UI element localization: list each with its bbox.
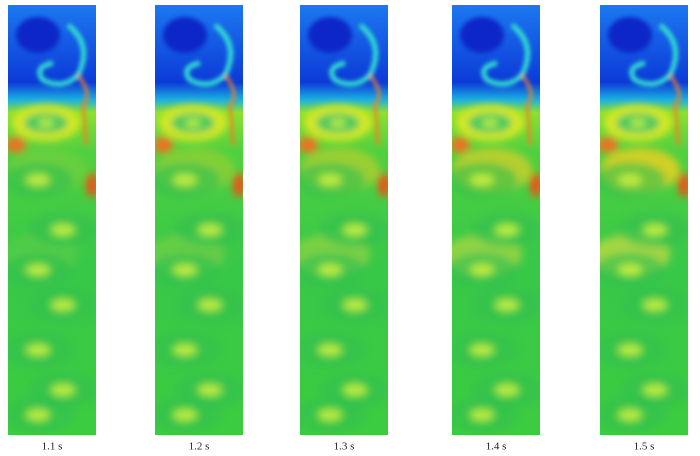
hot-spot xyxy=(452,137,470,153)
cell-core xyxy=(173,344,197,356)
swirl xyxy=(308,17,381,146)
cell-core xyxy=(618,264,642,276)
time-label: 1.5 s xyxy=(634,441,655,453)
swirl-tail xyxy=(520,74,533,146)
hot-spot xyxy=(155,137,173,153)
swirl-tail xyxy=(76,74,89,146)
time-label: 1.3 s xyxy=(334,441,355,453)
hot-spot xyxy=(378,173,388,197)
time-label: 1.4 s xyxy=(486,441,507,453)
panel-content xyxy=(452,5,540,435)
cell-core xyxy=(643,224,667,236)
swirl-arm xyxy=(329,23,379,87)
hot-spot xyxy=(86,173,96,197)
cell-core xyxy=(318,344,342,356)
ring-core xyxy=(185,119,201,127)
cell-core xyxy=(495,299,519,311)
cell-core xyxy=(470,264,494,276)
swirl-arm xyxy=(184,23,234,87)
cell-core xyxy=(51,384,75,396)
cell-core xyxy=(198,299,222,311)
hot-spot xyxy=(600,137,618,153)
hot-spot xyxy=(530,173,540,197)
cell-core xyxy=(343,224,367,236)
cell-core xyxy=(26,409,50,421)
panel-content xyxy=(300,5,388,435)
cell-core xyxy=(26,174,50,186)
band xyxy=(600,105,688,433)
time-label: 1.2 s xyxy=(189,441,210,453)
swirl xyxy=(608,17,681,146)
cell-core xyxy=(51,224,75,236)
band xyxy=(300,105,388,433)
contour-panel: 1.1 s xyxy=(8,5,96,453)
swirl xyxy=(163,17,236,146)
cell-core xyxy=(26,264,50,276)
band xyxy=(452,105,540,433)
cell-core xyxy=(470,174,494,186)
ring-core xyxy=(38,119,54,127)
cell-core xyxy=(318,264,342,276)
blue-core xyxy=(163,17,207,53)
cell-core xyxy=(470,409,494,421)
cell-core xyxy=(618,174,642,186)
cell-core xyxy=(343,384,367,396)
cell-core xyxy=(173,409,197,421)
cell-core xyxy=(198,224,222,236)
band xyxy=(155,105,243,433)
contour-panel: 1.2 s xyxy=(155,5,243,453)
swirl-tail xyxy=(668,74,681,146)
blue-core xyxy=(608,17,652,53)
cell-core xyxy=(343,299,367,311)
cell-core xyxy=(618,344,642,356)
panel-content xyxy=(8,5,96,435)
contour-panel: 1.3 s xyxy=(300,5,388,453)
ring-core xyxy=(330,119,346,127)
swirl-arm xyxy=(629,23,679,87)
swirl xyxy=(16,17,89,146)
cell-core xyxy=(470,344,494,356)
swirl-tail xyxy=(223,74,236,146)
swirl-arm xyxy=(37,23,87,87)
cell-core xyxy=(318,174,342,186)
cell-core xyxy=(173,174,197,186)
contour-panel: 1.4 s xyxy=(452,5,540,453)
ring-core xyxy=(482,119,498,127)
hot-spot xyxy=(300,137,318,153)
cell-core xyxy=(51,299,75,311)
blue-core xyxy=(16,17,60,53)
hot-spot xyxy=(678,173,688,197)
blue-core xyxy=(308,17,352,53)
cell-core xyxy=(26,344,50,356)
time-label: 1.1 s xyxy=(42,441,63,453)
swirl-tail xyxy=(368,74,381,146)
cell-core xyxy=(495,384,519,396)
cell-core xyxy=(318,409,342,421)
cell-core xyxy=(198,384,222,396)
cell-core xyxy=(173,264,197,276)
swirl xyxy=(460,17,533,146)
cell-core xyxy=(495,224,519,236)
hot-spot xyxy=(8,137,26,153)
panel-content xyxy=(155,5,243,435)
cell-core xyxy=(643,384,667,396)
hot-spot xyxy=(233,173,243,197)
contour-panel: 1.5 s xyxy=(600,5,688,453)
swirl-arm xyxy=(481,23,531,87)
band xyxy=(8,105,96,433)
cell-core xyxy=(618,409,642,421)
cell-core xyxy=(643,299,667,311)
ring-core xyxy=(630,119,646,127)
panel-content xyxy=(600,5,688,435)
blue-core xyxy=(460,17,504,53)
